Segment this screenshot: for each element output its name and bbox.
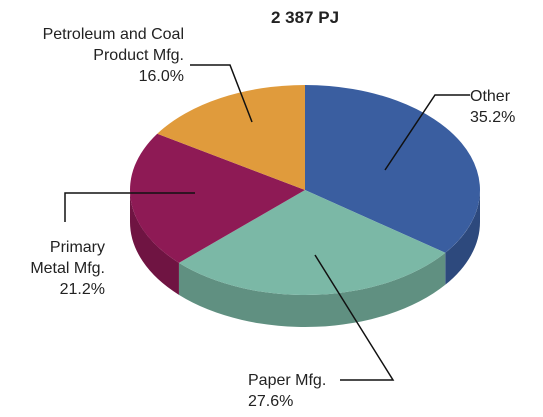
label-percent: 16.0% <box>138 68 184 85</box>
slice <box>157 85 305 190</box>
chart-title: 2 387 PJ <box>270 8 340 27</box>
label-category: Paper Mfg. <box>248 372 327 389</box>
slice-side <box>445 190 480 285</box>
label-percent: 35.2% <box>470 109 516 126</box>
pie-tops <box>130 85 480 296</box>
slice-side <box>130 190 179 295</box>
slice-side <box>178 252 446 328</box>
label-category: Primary Metal Mfg. <box>30 239 105 277</box>
leader-line <box>384 94 470 171</box>
leader-line <box>314 254 395 381</box>
slice-label: Other 35.2% <box>470 86 540 128</box>
slice-label: Petroleum and Coal Product Mfg. 16.0% <box>2 24 184 87</box>
slice <box>178 190 446 296</box>
label-percent: 27.6% <box>248 393 294 410</box>
slice-label: Primary Metal Mfg. 21.2% <box>10 237 105 300</box>
leader-line <box>190 64 253 123</box>
label-category: Other <box>470 88 511 105</box>
slice <box>305 85 480 253</box>
slice <box>130 133 305 263</box>
slice-label: Paper Mfg. 27.6% <box>248 370 358 412</box>
label-category: Petroleum and Coal Product Mfg. <box>42 26 184 64</box>
leader-line <box>64 192 195 222</box>
pie-sides <box>130 190 480 328</box>
label-percent: 21.2% <box>59 281 105 298</box>
